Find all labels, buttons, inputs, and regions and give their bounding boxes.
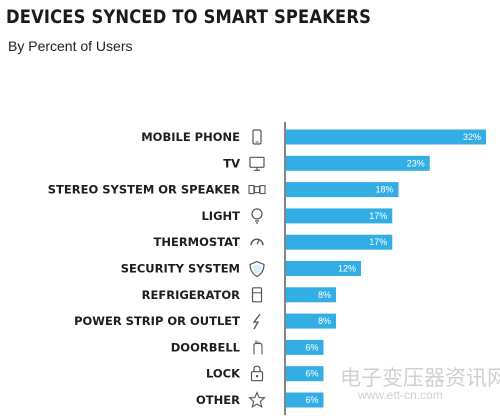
speaker-icon [248,185,266,195]
mobile-phone-icon [252,129,262,145]
shield-icon [249,260,265,278]
refrigerator-icon [251,287,263,303]
bar [286,287,336,303]
bar [286,155,430,171]
bar [286,392,324,408]
bar-value-label: 8% [318,316,331,326]
bar-value-label: 6% [305,342,318,352]
doorbell-icon [253,340,263,355]
bar [286,313,336,329]
bar [286,339,324,355]
bar-value-label: 23% [407,158,425,168]
star-icon [248,391,266,409]
watermark-text: 电子变压器资讯网 [340,366,500,390]
tv-icon [249,156,265,171]
category-label: DOORBELL [171,340,241,354]
category-label: STEREO SYSTEM OR SPEAKER [48,183,240,197]
light-bulb-icon [251,208,263,224]
category-label: LOCK [206,367,241,381]
bar [286,366,324,382]
bar [286,129,486,145]
category-label: OTHER [196,393,240,407]
bar-value-label: 8% [318,290,331,300]
category-label: MOBILE PHONE [141,130,240,144]
bar [286,208,393,224]
category-label: REFRIGERATOR [142,288,240,302]
chart-title: DEVICES SYNCED TO SMART SPEAKERS [6,6,372,28]
bar-value-label: 12% [338,264,356,274]
category-label: THERMOSTAT [154,235,241,249]
watermark-url: www.ett-cn.com [358,388,443,402]
bar [286,261,361,276]
thermostat-icon [250,238,264,246]
bar-value-label: 32% [463,132,481,142]
plug-icon [252,313,261,330]
chart-subtitle: By Percent of Users [8,38,133,54]
bar-value-label: 6% [305,395,318,405]
bar [286,234,393,250]
bar-value-label: 18% [375,185,393,195]
bar-value-label: 17% [369,211,387,221]
bar-value-label: 17% [369,237,387,247]
category-label: LIGHT [201,209,240,223]
category-label: TV [223,156,240,170]
category-label: POWER STRIP OR OUTLET [74,314,240,328]
lock-icon [250,365,264,382]
category-label: SECURITY SYSTEM [121,262,240,276]
bar-value-label: 6% [305,369,318,379]
bar [286,182,399,198]
